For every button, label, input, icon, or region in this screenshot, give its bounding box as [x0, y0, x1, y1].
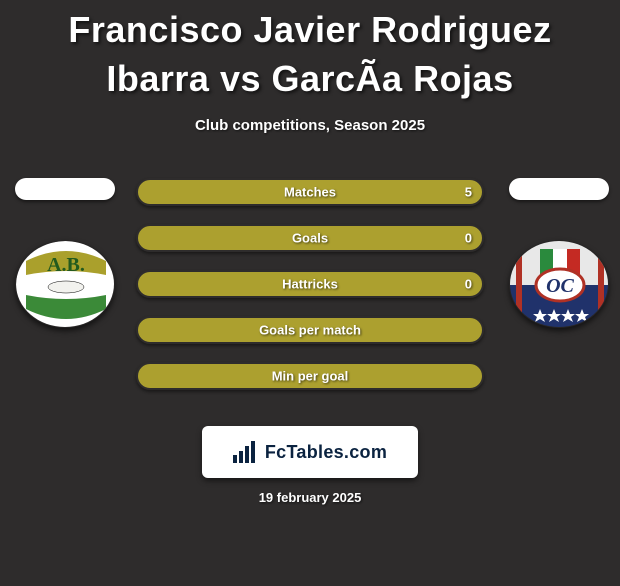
brand-box: FcTables.com [202, 426, 418, 478]
left-crest-svg: A.B. [16, 241, 115, 328]
bar-track [136, 362, 484, 390]
bar-track [136, 270, 484, 298]
bar-track [136, 178, 484, 206]
svg-text:A.B.: A.B. [47, 254, 85, 276]
footer-date: 19 february 2025 [0, 490, 620, 505]
bar-row-matches: Matches 5 [136, 178, 484, 206]
page-subtitle: Club competitions, Season 2025 [0, 117, 620, 134]
bar-row-mpg: Min per goal [136, 362, 484, 390]
right-crest-svg: OC [510, 241, 609, 328]
bar-row-gpm: Goals per match [136, 316, 484, 344]
left-player-block: A.B. [10, 178, 120, 328]
bar-track [136, 316, 484, 344]
brand-text: FcTables.com [265, 442, 387, 463]
bar-track [136, 224, 484, 252]
stats-area: A.B. OC [0, 178, 620, 408]
bar-right-value: 0 [465, 277, 472, 292]
page-title: Francisco Javier Rodriguez Ibarra vs Gar… [20, 6, 600, 103]
bar-right-value: 0 [465, 231, 472, 246]
brand-icon [233, 441, 259, 463]
bar-right-value: 5 [465, 185, 472, 200]
right-flag [509, 178, 609, 200]
svg-text:OC: OC [546, 275, 574, 297]
bar-row-hattricks: Hattricks 0 [136, 270, 484, 298]
stat-bars: Matches 5 Goals 0 Hattricks 0 Goals per … [136, 178, 484, 390]
right-player-block: OC [504, 178, 614, 328]
left-flag [15, 178, 115, 200]
right-crest: OC [509, 240, 609, 328]
bar-row-goals: Goals 0 [136, 224, 484, 252]
left-crest: A.B. [15, 240, 115, 328]
